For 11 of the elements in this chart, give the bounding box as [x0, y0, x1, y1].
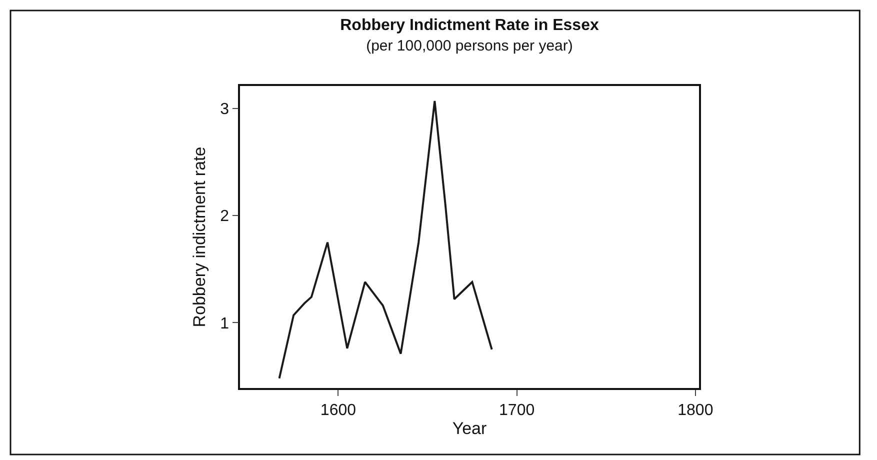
chart-title: Robbery Indictment Rate in Essex	[340, 16, 599, 34]
y-axis-title: Robbery indictment rate	[190, 146, 210, 328]
y-tick-label: 2	[220, 208, 230, 226]
x-tick-label: 1700	[499, 402, 535, 419]
chart-subtitle: (per 100,000 persons per year)	[366, 38, 573, 55]
x-axis-title: Year	[452, 418, 488, 438]
x-tick-label: 1600	[320, 402, 356, 419]
line-series	[278, 100, 493, 380]
y-tick-label: 1	[220, 315, 230, 332]
x-tick-label: 1800	[678, 402, 714, 419]
y-tick-label: 3	[220, 101, 230, 118]
